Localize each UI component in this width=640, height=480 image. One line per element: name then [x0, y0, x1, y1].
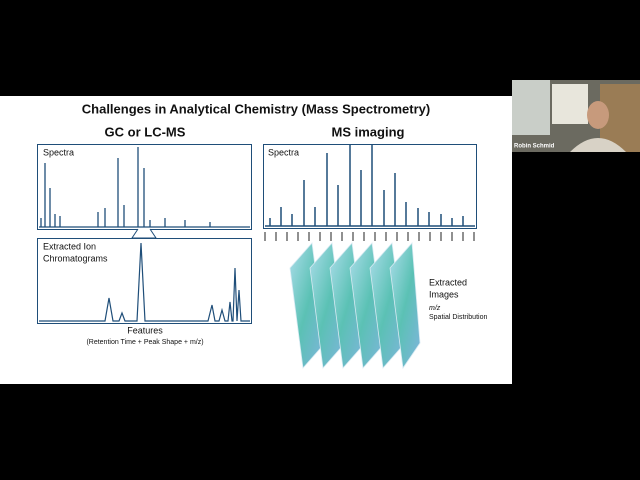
spectrum	[265, 145, 475, 227]
chromatogram	[39, 242, 250, 322]
eic-box	[37, 238, 252, 324]
spatial-label: Spatial Distribution	[429, 314, 487, 321]
left-heading: GC or LC-MS	[105, 124, 186, 139]
right-heading: MS imaging	[332, 124, 405, 139]
slide-title: Challenges in Analytical Chemistry (Mass…	[82, 101, 430, 116]
spectra-label: Spectra	[268, 147, 299, 157]
spectra-box	[263, 144, 477, 229]
image-stack	[289, 242, 421, 370]
participant-name: Robin Schmid	[514, 144, 555, 150]
features-label: Features	[127, 325, 163, 335]
mz-ticks	[264, 232, 475, 241]
features-note: (Retention Time + Peak Shape + m/z)	[86, 339, 203, 346]
images-label: Extracted	[429, 277, 467, 287]
webcam: Robin Schmid	[512, 80, 640, 152]
mz-label: m/z	[429, 305, 441, 312]
eic-label: Chromatograms	[43, 253, 108, 263]
slide	[0, 96, 512, 384]
images-label: Images	[429, 289, 459, 299]
spectrum	[39, 147, 250, 228]
spectra-label: Spectra	[43, 147, 74, 157]
eic-label: Extracted Ion	[43, 241, 96, 251]
